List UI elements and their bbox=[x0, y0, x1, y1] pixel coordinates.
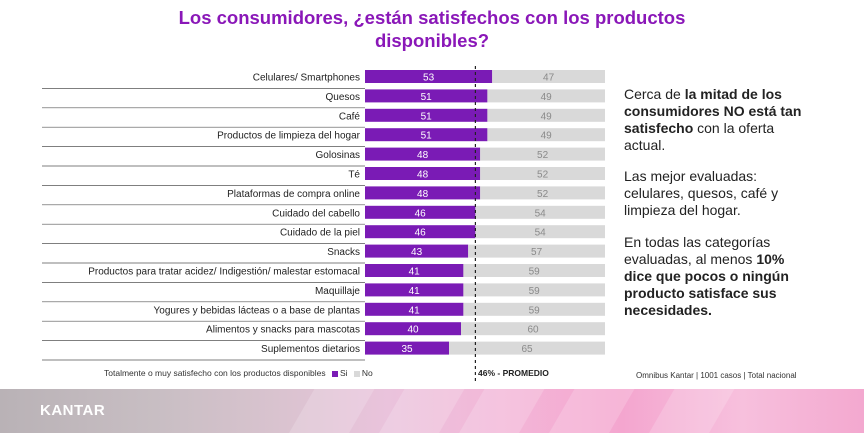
bar-no bbox=[463, 283, 605, 297]
bar-si bbox=[365, 244, 469, 258]
data-label-si: 51 bbox=[421, 92, 433, 103]
page-title: Los consumidores, ¿están satisfechos con… bbox=[0, 6, 864, 52]
legend-swatch-si bbox=[331, 370, 338, 377]
title-line-1: Los consumidores, ¿están satisfechos con… bbox=[178, 7, 686, 28]
bar-si bbox=[365, 302, 464, 316]
bar-no bbox=[480, 167, 605, 180]
bar-si bbox=[365, 205, 476, 219]
category-label: Snacks bbox=[327, 247, 360, 258]
source-note: Omnibus Kantar | 1001 casos | Total naci… bbox=[636, 371, 797, 380]
data-label-no: 47 bbox=[543, 73, 555, 84]
title-line-2: disponibles? bbox=[374, 30, 490, 51]
category-label: Productos para tratar acidez/ Indigestió… bbox=[88, 267, 360, 278]
legend-label-no: No bbox=[361, 368, 373, 378]
bar-no bbox=[480, 186, 605, 200]
bar-no bbox=[468, 244, 605, 258]
bar-si bbox=[365, 167, 481, 180]
insight-3-text-bold: 10% dice que pocos o ningún producto sat… bbox=[624, 251, 789, 318]
data-label-si: 53 bbox=[423, 73, 435, 84]
data-label-no: 59 bbox=[529, 267, 541, 278]
data-label-no: 59 bbox=[529, 305, 541, 316]
category-label: Quesos bbox=[326, 92, 360, 103]
data-label-si: 41 bbox=[409, 286, 421, 297]
legend-label-si: Si bbox=[339, 368, 348, 378]
bar-no bbox=[487, 108, 605, 122]
category-label: Cuidado del cabello bbox=[272, 208, 360, 219]
bar-si bbox=[365, 186, 481, 200]
bar-no bbox=[461, 322, 605, 336]
data-label-no: 54 bbox=[535, 228, 547, 239]
data-label-no: 60 bbox=[527, 325, 539, 336]
bar-no bbox=[475, 205, 605, 219]
bar-si bbox=[365, 341, 449, 355]
chart-legend: Totalmente o muy satisfecho con los prod… bbox=[104, 368, 373, 378]
insight-3-text-a: En todas las categorías evaluadas, al me… bbox=[624, 234, 771, 267]
bar-no bbox=[487, 89, 605, 103]
category-label: Café bbox=[339, 111, 361, 122]
category-label: Té bbox=[348, 170, 360, 181]
data-label-no: 54 bbox=[535, 208, 547, 219]
data-label-no: 49 bbox=[541, 92, 553, 103]
data-label-si: 41 bbox=[409, 267, 421, 278]
data-label-no: 52 bbox=[537, 189, 549, 200]
category-label: Alimentos y snacks para mascotas bbox=[206, 325, 360, 336]
insight-1-text-c: con la oferta actual. bbox=[624, 120, 775, 153]
data-label-si: 48 bbox=[417, 189, 429, 200]
category-label: Celulares/ Smartphones bbox=[253, 73, 360, 84]
data-label-si: 40 bbox=[407, 325, 419, 336]
bar-no bbox=[463, 302, 605, 316]
legend-swatch-no bbox=[353, 370, 360, 377]
data-label-no: 59 bbox=[529, 286, 541, 297]
data-label-si: 46 bbox=[415, 208, 427, 219]
data-label-no: 52 bbox=[537, 170, 549, 181]
insight-paragraph-2: Las mejor evaluadas: celulares, quesos, … bbox=[624, 168, 779, 218]
insight-paragraph-3: En todas las categorías evaluadas, al me… bbox=[624, 234, 796, 319]
bar-no bbox=[492, 70, 605, 83]
insight-1-text-a: Cerca de bbox=[624, 86, 685, 102]
category-label: Plataformas de compra online bbox=[227, 189, 360, 200]
category-label: Suplementos dietarios bbox=[261, 344, 360, 355]
bar-si bbox=[365, 322, 461, 336]
data-label-si: 43 bbox=[411, 247, 423, 258]
category-label: Cuidado de la piel bbox=[280, 228, 360, 239]
bar-si bbox=[365, 225, 476, 239]
bar-no bbox=[463, 264, 605, 277]
data-label-si: 46 bbox=[415, 228, 427, 239]
bar-no bbox=[487, 128, 605, 142]
average-label: 46% - PROMEDIO bbox=[478, 368, 549, 378]
bar-si bbox=[365, 147, 481, 161]
data-label-si: 35 bbox=[401, 344, 413, 355]
data-label-si: 48 bbox=[417, 170, 429, 181]
insight-1-text-bold: la mitad de los consumidores NO está tan… bbox=[624, 86, 802, 136]
category-label: Golosinas bbox=[316, 150, 360, 161]
data-label-no: 49 bbox=[541, 111, 553, 122]
bar-si bbox=[365, 283, 464, 297]
bar-no bbox=[475, 225, 605, 239]
data-label-no: 52 bbox=[537, 150, 549, 161]
category-label: Productos de limpieza del hogar bbox=[217, 131, 361, 142]
bar-si bbox=[365, 264, 464, 277]
bar-si bbox=[365, 70, 493, 83]
bar-si bbox=[365, 128, 488, 142]
legend-title: Totalmente o muy satisfecho con los prod… bbox=[104, 368, 326, 378]
data-label-si: 41 bbox=[409, 305, 421, 316]
category-label: Maquillaje bbox=[315, 286, 360, 297]
data-label-no: 57 bbox=[531, 247, 543, 258]
bar-no bbox=[480, 147, 605, 161]
footer-band bbox=[0, 389, 864, 433]
data-label-no: 49 bbox=[541, 131, 553, 142]
kantar-logo: KANTAR bbox=[40, 402, 106, 419]
bar-si bbox=[365, 108, 488, 122]
data-label-si: 48 bbox=[417, 150, 429, 161]
bar-si bbox=[365, 89, 488, 103]
category-label: Yogures y bebidas lácteas o a base de pl… bbox=[154, 305, 360, 316]
data-label-no: 65 bbox=[521, 344, 533, 355]
data-label-si: 51 bbox=[421, 131, 433, 142]
bar-no bbox=[449, 341, 605, 355]
insight-paragraph-1: Cerca de la mitad de los consumidores NO… bbox=[624, 86, 804, 154]
data-label-si: 51 bbox=[421, 111, 433, 122]
